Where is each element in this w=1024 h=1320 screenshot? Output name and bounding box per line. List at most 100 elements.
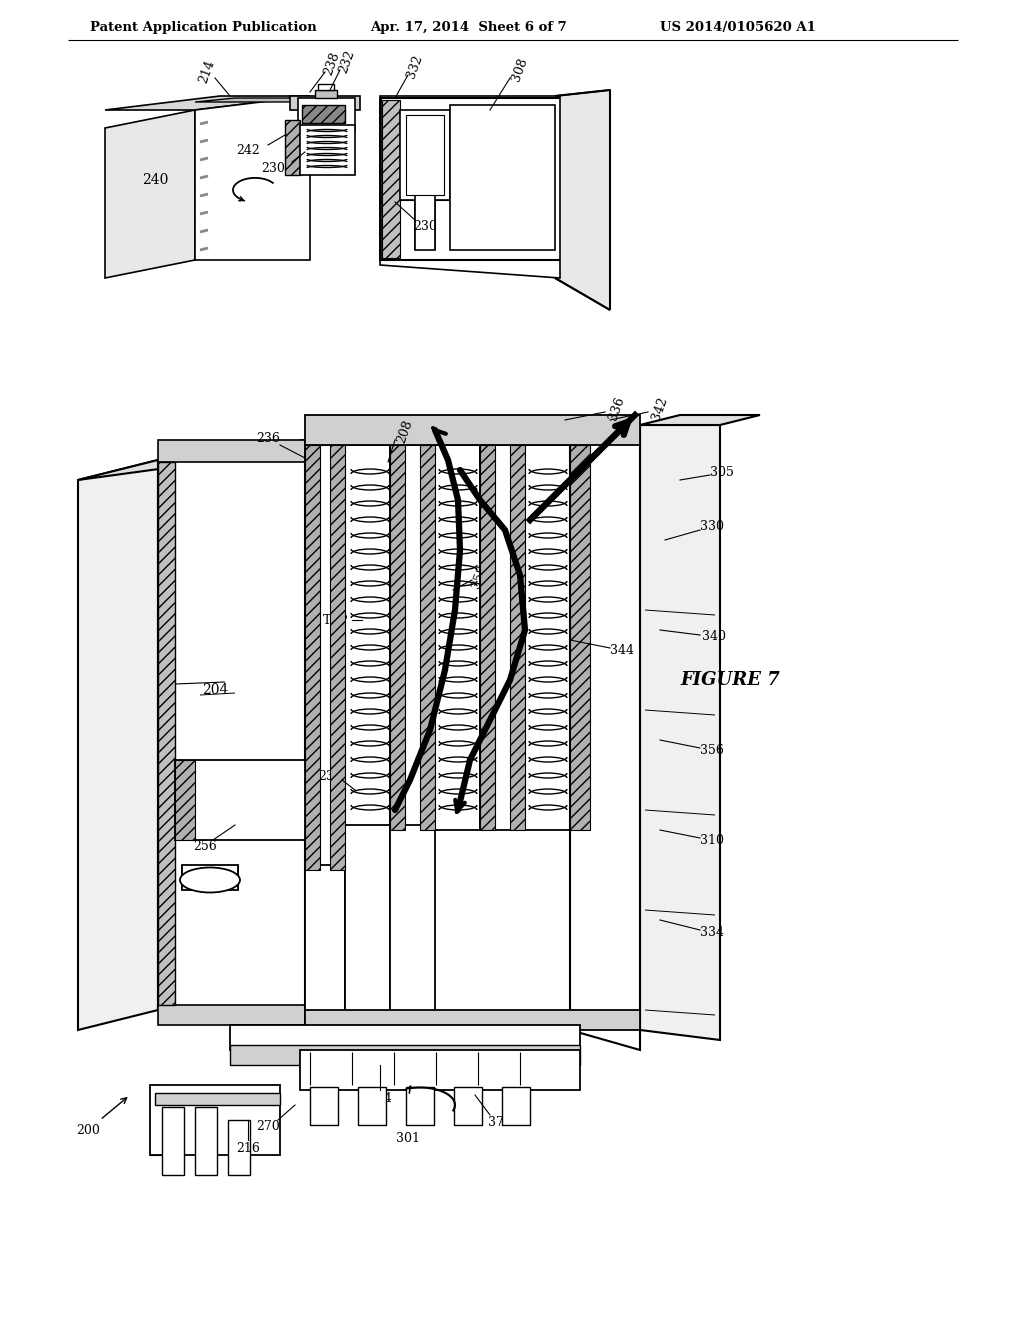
Polygon shape [480,445,495,830]
Polygon shape [300,125,355,176]
Text: 216: 216 [237,1142,260,1155]
Polygon shape [382,100,400,257]
Polygon shape [305,414,640,445]
Polygon shape [400,110,450,201]
Text: 240: 240 [141,173,168,187]
Polygon shape [390,825,435,1030]
Polygon shape [305,1010,640,1030]
Text: 204: 204 [202,682,228,697]
Bar [318,84,334,90]
Polygon shape [380,96,560,279]
Polygon shape [175,760,305,840]
Text: Apr. 17, 2014  Sheet 6 of 7: Apr. 17, 2014 Sheet 6 of 7 [370,21,566,34]
Polygon shape [195,98,350,102]
Polygon shape [298,98,355,129]
Ellipse shape [180,867,240,892]
Text: 342: 342 [650,396,670,422]
Polygon shape [230,1026,580,1049]
Polygon shape [105,110,195,279]
Polygon shape [570,425,640,1049]
Text: 256: 256 [194,841,217,854]
Text: 332: 332 [404,54,425,81]
Polygon shape [390,445,435,830]
Polygon shape [302,106,345,123]
Polygon shape [345,825,390,1030]
Polygon shape [406,115,444,195]
Polygon shape [570,445,590,830]
Polygon shape [175,760,195,840]
Polygon shape [400,110,415,150]
Polygon shape [400,160,415,201]
Text: 305: 305 [710,466,734,479]
Polygon shape [158,440,305,462]
Polygon shape [300,1049,580,1090]
Polygon shape [285,120,300,176]
Text: 334: 334 [700,927,724,940]
Text: 340: 340 [702,631,726,644]
Text: 214: 214 [197,58,217,86]
Polygon shape [305,445,319,870]
Polygon shape [78,440,305,480]
Text: 234: 234 [368,1092,392,1105]
Bar [315,90,337,98]
Polygon shape [390,445,406,830]
Bar [228,1119,250,1175]
Polygon shape [525,445,570,830]
Polygon shape [230,1045,580,1065]
Polygon shape [305,865,345,1030]
Polygon shape [150,1085,165,1155]
Polygon shape [640,414,760,425]
Polygon shape [450,106,555,249]
Polygon shape [415,195,435,249]
Polygon shape [435,160,450,201]
Bar [195,1107,217,1175]
Text: Patent Application Publication: Patent Application Publication [90,21,316,34]
Bar [162,1107,184,1175]
Text: 370: 370 [488,1115,512,1129]
Text: 310: 310 [700,834,724,847]
Polygon shape [345,445,390,830]
Polygon shape [105,96,310,110]
Text: 242: 242 [237,144,260,157]
Text: 356: 356 [700,744,724,758]
Polygon shape [78,459,158,1030]
Polygon shape [435,110,450,150]
Polygon shape [555,90,610,310]
Polygon shape [435,445,480,830]
Polygon shape [480,445,525,830]
Text: 230: 230 [318,771,342,784]
Text: 232: 232 [337,49,357,75]
Polygon shape [158,462,175,1005]
Polygon shape [290,96,360,110]
Text: 200: 200 [76,1123,100,1137]
Polygon shape [182,865,238,890]
Text: 230: 230 [261,161,285,174]
Bar [454,1086,482,1125]
Text: 344: 344 [610,644,634,657]
Polygon shape [420,445,435,830]
Text: US 2014/0105620 A1: US 2014/0105620 A1 [660,21,816,34]
Text: 236: 236 [256,432,280,445]
Polygon shape [195,96,310,260]
Polygon shape [158,1005,305,1026]
Polygon shape [640,425,720,1040]
Text: 270: 270 [256,1121,280,1134]
Text: 336: 336 [607,396,628,422]
Bar [155,1093,280,1105]
Polygon shape [305,445,345,870]
Text: 301: 301 [396,1131,420,1144]
Text: TFP: TFP [323,614,348,627]
Text: 308: 308 [510,57,530,83]
Bar [502,1086,530,1125]
Bar [358,1086,386,1125]
Polygon shape [158,440,305,1010]
Bar [310,1086,338,1125]
Polygon shape [330,445,345,870]
Polygon shape [510,445,525,830]
Text: 330: 330 [700,520,724,533]
Polygon shape [150,1085,280,1155]
Text: 208: 208 [395,418,415,445]
Text: FIGURE 7: FIGURE 7 [680,671,780,689]
Text: 230: 230 [413,219,437,232]
Bar [406,1086,434,1125]
